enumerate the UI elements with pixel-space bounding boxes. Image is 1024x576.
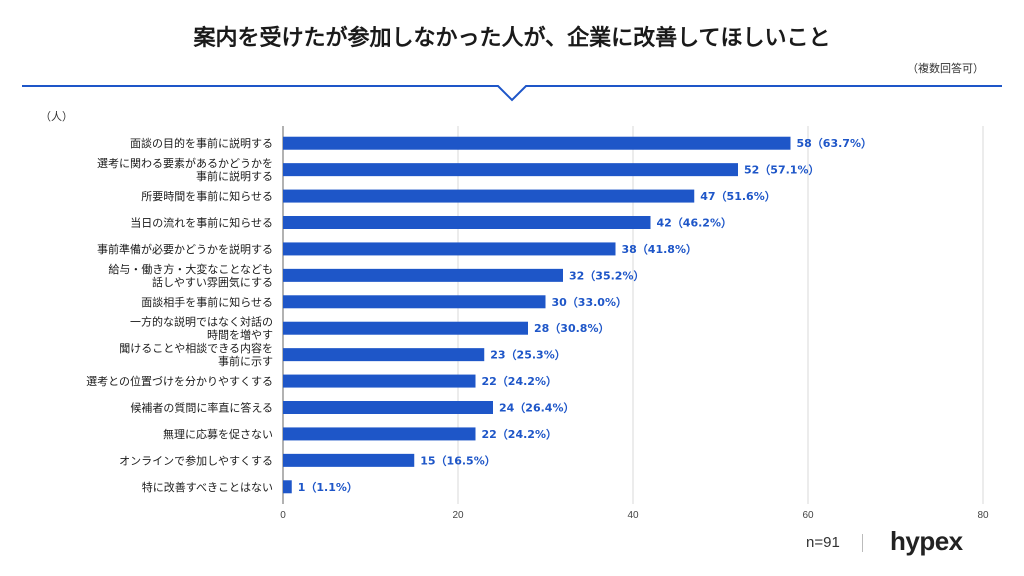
bar [283,427,476,441]
bar [283,268,563,282]
category-label: 事前に示す [218,354,273,368]
x-tick-label: 40 [627,510,639,521]
bar [283,374,476,388]
value-label: 30（33.0%） [552,296,627,309]
footer-separator [862,534,863,552]
value-label: 38（41.8%） [622,243,697,256]
x-tick-label: 60 [802,510,814,521]
bar [283,295,546,309]
value-label: 23（25.3%） [490,349,565,362]
bar [283,453,415,467]
bar [283,321,528,335]
value-label: 22（24.2%） [482,428,557,441]
category-label: 事前に説明する [196,169,273,183]
sample-size: n=91 [806,534,840,551]
value-label: 32（35.2%） [569,269,644,282]
category-label: 候補者の質問に率直に答える [130,401,273,415]
category-label: 面談の目的を事前に説明する [130,136,273,150]
category-label: 所要時間を事前に知らせる [141,189,273,203]
bar [283,216,651,229]
category-label: 面談相手を事前に知らせる [141,295,273,309]
value-label: 47（51.6%） [700,190,775,203]
category-label: 給与・働き方・大変なことなども [108,262,273,276]
bar [283,136,791,150]
category-label: 特に改善すべきことはない [142,480,273,494]
bar [283,480,292,494]
value-label: 15（16.5%） [420,454,495,467]
value-label: 24（26.4%） [499,402,574,415]
hypex-logo: hypex [890,526,963,556]
value-label: 58（63.7%） [797,137,872,150]
x-tick-label: 80 [977,510,989,521]
value-label: 1（1.1%） [298,481,358,494]
bar [283,348,485,362]
value-label: 42（46.2%） [657,217,732,230]
title-divider [22,85,1002,102]
x-tick-label: 20 [452,510,464,521]
bar [283,163,738,177]
category-label: 聞けることや相談できる内容を [119,341,273,355]
bar [283,242,616,256]
value-label: 28（30.8%） [534,322,609,335]
value-label: 52（57.1%） [744,164,819,177]
category-label: 事前準備が必要かどうかを説明する [97,242,273,256]
chart-title: 案内を受けたが参加しなかった人が、企業に改善してほしいこと [193,26,831,51]
category-label: オンラインで参加しやすくする [119,453,273,467]
bar [283,189,695,203]
category-label: 無理に応募を促さない [163,427,273,441]
bar [283,401,493,414]
category-label: 当日の流れを事前に知らせる [130,216,273,230]
category-label: 話しやすい雰囲気にする [152,275,273,289]
multiple-answer-note: （複数回答可） [907,62,984,75]
x-tick-label: 0 [280,510,286,521]
category-label: 選考との位置づけを分かりやすくする [86,374,273,388]
category-label: 選考に関わる要素があるかどうかを [97,156,273,170]
category-label: 時間を増やす [207,329,273,342]
value-label: 22（24.2%） [482,375,557,388]
category-label: 一方的な説明ではなく対話の [130,315,273,329]
unit-label: （人） [40,110,73,123]
